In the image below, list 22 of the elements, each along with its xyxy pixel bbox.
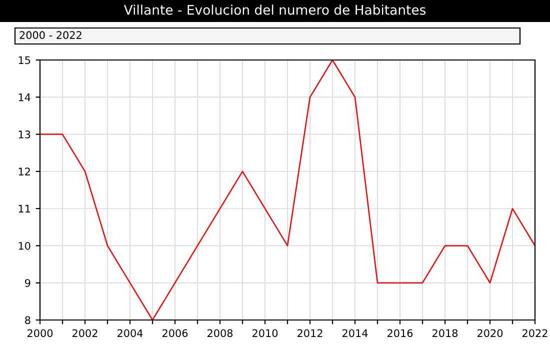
x-tick-label: 2018 [432, 329, 458, 338]
x-tick-label: 2020 [478, 329, 503, 338]
x-tick-label: 2006 [162, 329, 188, 338]
y-tick-label: 10 [18, 242, 30, 250]
x-tick-label: 2008 [208, 329, 233, 338]
x-tick-label: 2016 [388, 329, 413, 338]
x-tick-label: 2004 [118, 329, 143, 338]
text: 2000 - 2022 [20, 31, 82, 40]
x-tick-label: 2022 [522, 329, 548, 338]
y-tick-label: 14 [18, 94, 30, 102]
y-tick-label: 12 [18, 168, 30, 176]
x-tick-label: 2014 [342, 329, 368, 338]
y-tick-label: 8 [25, 316, 30, 324]
x-tick-label: 2000 [28, 329, 53, 338]
x-tick-label: 2010 [252, 329, 278, 338]
x-tick-label: 2012 [298, 329, 322, 338]
y-tick-label: 11 [18, 204, 30, 213]
y-tick-label: 9 [25, 279, 30, 287]
chart-title: Villante - Evolucion del numero de Habitantes [124, 4, 426, 15]
x-tick-label: 2002 [72, 329, 98, 338]
y-tick-label: 15 [18, 56, 30, 64]
y-tick-label: 13 [18, 130, 30, 138]
